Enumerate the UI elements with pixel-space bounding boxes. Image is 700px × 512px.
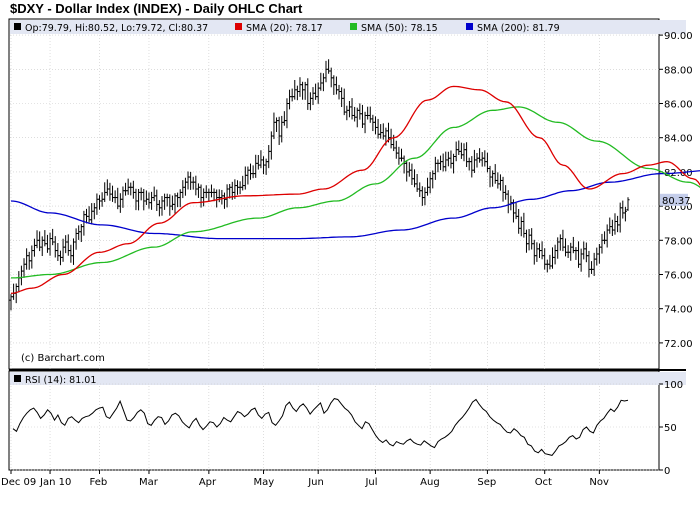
x-tick-label: Jul xyxy=(364,477,377,488)
price-tick-label: 80.00 xyxy=(664,202,693,213)
rsi-tick-label: 100 xyxy=(664,380,683,391)
price-panel xyxy=(8,18,660,370)
rsi-tick-label: 50 xyxy=(664,423,677,434)
ohlc-legend-text: Op:79.79, Hi:80.52, Lo:79.72, Cl:80.37 xyxy=(25,23,208,34)
price-tick-label: 74.00 xyxy=(664,305,693,316)
sma200-line xyxy=(10,170,700,240)
x-tick-label: Nov xyxy=(589,477,609,488)
last-price-label: 80.37 xyxy=(662,196,691,207)
sma200-legend-swatch xyxy=(466,23,473,30)
rsi-legend-bar xyxy=(10,372,686,385)
price-tick-label: 72.00 xyxy=(664,339,693,350)
last-price-box xyxy=(660,193,688,206)
sma20-legend-text: SMA (20): 78.17 xyxy=(246,23,323,34)
sma50-legend-text: SMA (50): 78.15 xyxy=(361,23,438,34)
price-tick-label: 86.00 xyxy=(664,100,693,111)
rsi-line xyxy=(12,398,629,456)
x-tick-label: Feb xyxy=(90,477,108,488)
x-tick-label: Mar xyxy=(139,477,159,488)
sma20-line xyxy=(10,85,700,294)
x-axis: Dec 09 Jan 10 Feb Mar Apr May Jun Jul Aug Sep Oct N… xyxy=(1,470,609,488)
x-tick-label: Aug xyxy=(420,477,440,488)
price-tick-label: 84.00 xyxy=(664,134,693,145)
sma200-legend-text: SMA (200): 81.79 xyxy=(477,23,560,34)
x-tick-label: Jun xyxy=(307,477,324,488)
ohlc-bar xyxy=(626,197,630,211)
rsi-y-axis: 100 50 0 xyxy=(659,380,683,477)
x-tick-label: Apr xyxy=(199,477,217,488)
sma50-line xyxy=(11,106,700,279)
rsi-legend-swatch xyxy=(14,375,21,382)
chart-title: $DXY - Dollar Index (INDEX) - Daily OHLC… xyxy=(10,1,303,16)
x-tick-label: Dec 09 xyxy=(1,477,36,488)
x-tick-label: Oct xyxy=(535,477,552,488)
price-tick-label: 76.00 xyxy=(664,271,693,282)
rsi-grid xyxy=(10,383,659,471)
sma50-legend-swatch xyxy=(350,23,357,30)
ohlc-bar xyxy=(623,206,627,222)
x-tick-label: Sep xyxy=(477,477,496,488)
price-tick-label: 88.00 xyxy=(664,65,693,76)
rsi-legend-text: RSI (14): 81.01 xyxy=(25,375,96,386)
price-tick-label: 78.00 xyxy=(664,236,693,247)
ohlc-legend-swatch xyxy=(14,23,21,30)
rsi-panel xyxy=(8,370,660,471)
rsi-tick-label: 0 xyxy=(664,466,670,477)
price-grid xyxy=(10,34,659,369)
price-tick-label: 90.00 xyxy=(664,31,693,42)
sma20-legend-swatch xyxy=(235,23,242,30)
x-tick-label: May xyxy=(254,477,275,488)
x-tick-label: Jan 10 xyxy=(39,477,71,488)
price-legend-bar xyxy=(10,20,686,34)
price-y-axis: 90.0088.0086.0084.0082.0080.0078.0076.00… xyxy=(659,31,693,350)
watermark: (c) Barchart.com xyxy=(21,353,105,364)
